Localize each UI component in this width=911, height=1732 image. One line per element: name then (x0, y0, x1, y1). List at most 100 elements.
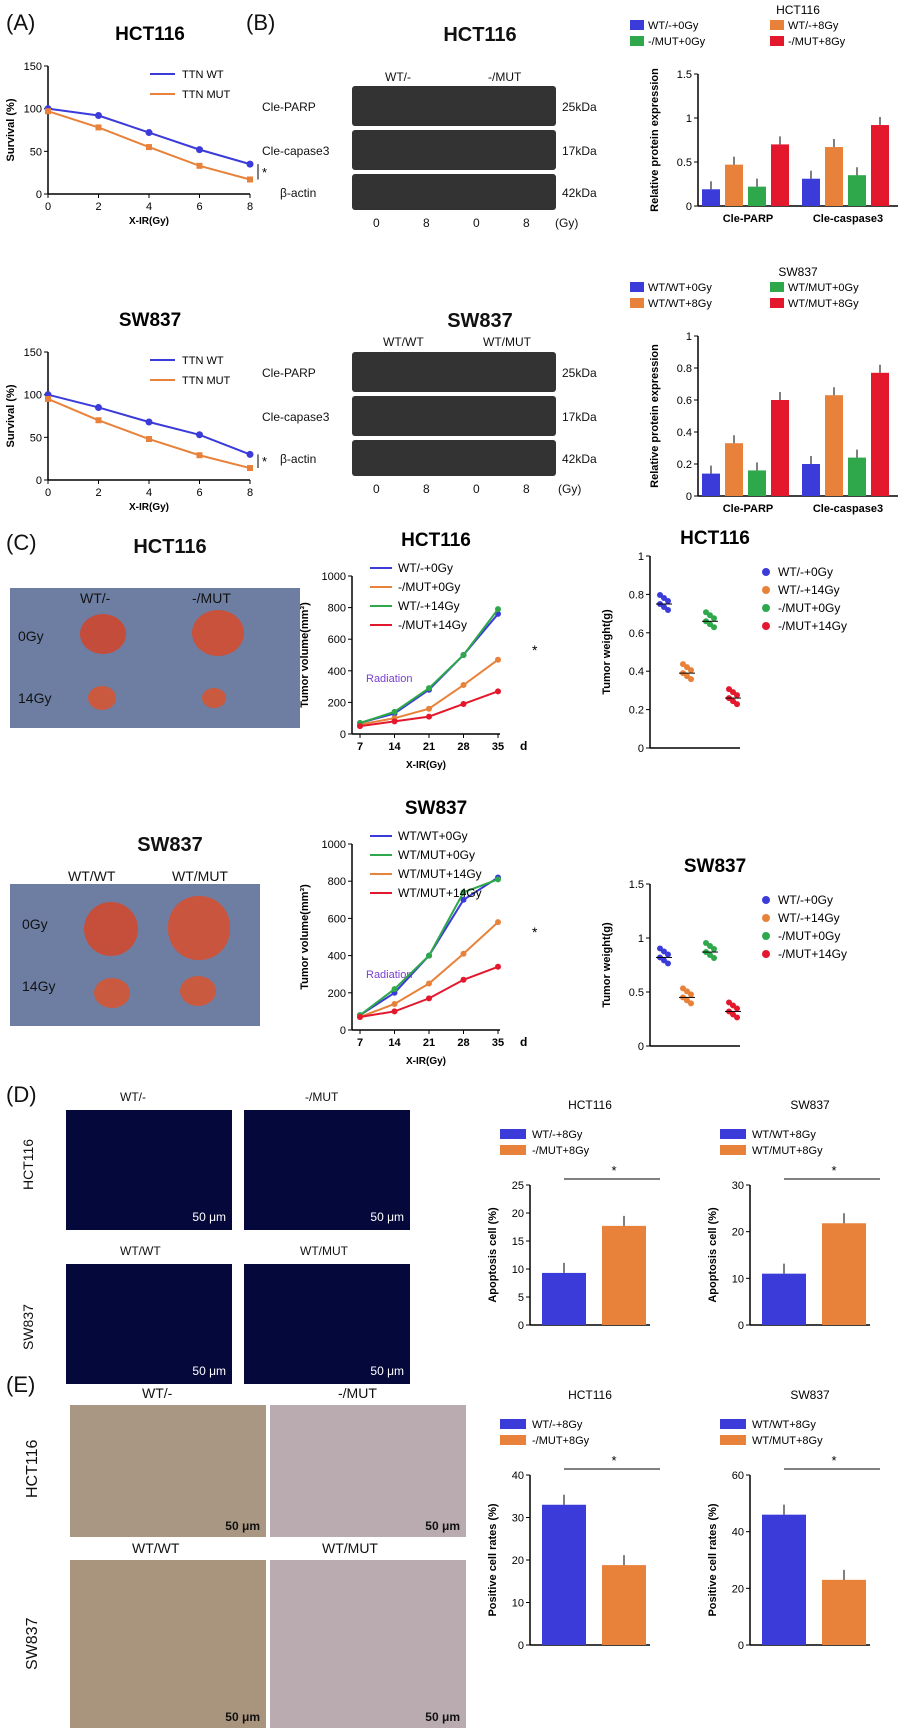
data-point (45, 108, 51, 115)
legend-swatch (500, 1129, 526, 1139)
bar (771, 400, 789, 496)
data-point (426, 995, 432, 1002)
y-tick-label: 150 (24, 347, 42, 359)
bar (802, 178, 820, 206)
y-tick-label: 0 (36, 475, 42, 487)
legend-swatch (762, 604, 770, 612)
legend-label: WT/-+14Gy (778, 911, 840, 925)
y-tick-label: 40 (732, 1527, 744, 1539)
legend-swatch (630, 282, 644, 292)
blot-kda: 25kDa (562, 100, 597, 114)
y-tick-label: 1 (638, 933, 644, 945)
data-point (711, 946, 717, 953)
xeno-group: WT/MUT (172, 868, 228, 884)
blot-unit: (Gy) (558, 482, 582, 496)
blot-row-label: β-actin (280, 186, 317, 200)
tumor (202, 688, 226, 708)
chart-title: SW837 (684, 856, 746, 877)
data-point (688, 991, 694, 998)
data-point (460, 976, 467, 983)
data-point (196, 431, 203, 439)
legend-swatch (500, 1419, 526, 1429)
y-tick-label: 1000 (322, 839, 346, 851)
legend-swatch (720, 1435, 746, 1445)
blot-band-actin (352, 174, 556, 210)
chart-title: HCT116 (115, 24, 185, 45)
xeno-group: -/MUT (192, 590, 231, 606)
data-point (146, 144, 152, 151)
significance-star: * (831, 1453, 836, 1468)
tumor-weight-chart-hct116: HCT116 0 0.2 0.4 0.6 0.8 1 Tumor weight(g) WT/-+… (601, 528, 847, 755)
fluorescence-image: 50 μm (66, 1264, 232, 1384)
scale-bar: 50 μm (225, 1519, 260, 1533)
xeno-title-hct116: HCT116 (133, 536, 207, 558)
legend-label: WT/MUT+8Gy (752, 1145, 823, 1157)
blot-row-label: β-actin (280, 452, 317, 466)
legend-swatch (762, 932, 770, 940)
y-tick-label: 0 (340, 729, 346, 741)
data-point (95, 403, 102, 411)
blot-row-label: Cle-PARP (262, 100, 316, 114)
xenograft-photo-hct116: WT/- -/MUT 0Gy 14Gy (10, 588, 300, 728)
fluor-col-label: WT/- (120, 1090, 146, 1104)
data-point (95, 417, 102, 424)
y-tick-label: 0 (518, 1320, 524, 1332)
y-axis-label: Survival (%) (5, 384, 17, 447)
blot-band-caspase3 (352, 396, 556, 436)
chart-title: SW837 (790, 1388, 830, 1402)
panel-label-a: (A) (6, 10, 36, 35)
y-tick-label: 20 (732, 1583, 744, 1595)
x-tick-label: 4 (146, 487, 152, 499)
data-point (711, 615, 717, 622)
y-tick-label: 0.4 (629, 666, 644, 678)
blot-band-caspase3 (352, 130, 556, 170)
data-point (146, 436, 152, 443)
legend-swatch (762, 568, 770, 576)
y-tick-label: 30 (512, 1513, 524, 1525)
series-line (47, 398, 251, 470)
data-point (391, 1000, 398, 1007)
scale-bar: 50 μm (192, 1210, 226, 1224)
y-tick-label: 20 (512, 1208, 524, 1220)
legend-swatch (630, 298, 644, 308)
y-tick-label: 0 (518, 1640, 524, 1652)
x-tick-label: 7 (357, 741, 363, 753)
data-point (95, 111, 102, 119)
bar (725, 164, 743, 206)
bar (702, 473, 720, 496)
x-tick-label: 2 (95, 487, 101, 499)
legend-label: WT/MUT+14Gy (398, 867, 482, 881)
protein-bar-chart-hct116: HCT116 WT/-+0Gy WT/-+8Gy -/MUT+0Gy -/MUT+8Gy… (630, 3, 898, 225)
legend-label: WT/-+14Gy (778, 583, 840, 597)
xenograft-photo-sw837: 0Gy 14Gy (10, 884, 260, 1026)
data-point (426, 952, 432, 959)
legend-label: TTN MUT (182, 89, 231, 101)
y-tick-label: 0.6 (677, 395, 692, 407)
bar (762, 1273, 806, 1325)
bar (848, 457, 866, 496)
blot-band-parp (352, 352, 556, 392)
data-point (391, 718, 398, 725)
significance-star: * (611, 1163, 616, 1178)
ihc-image: 50 μm (70, 1405, 266, 1537)
y-tick-label: 600 (328, 913, 346, 925)
data-point (495, 656, 501, 663)
y-tick-label: 10 (512, 1264, 524, 1276)
data-point (665, 951, 671, 958)
fluor-col-label: WT/WT (120, 1244, 161, 1258)
data-point (247, 176, 253, 183)
chart-title: SW837 (119, 310, 181, 331)
legend-label: TTN WT (182, 355, 224, 367)
y-tick-label: 30 (732, 1180, 744, 1192)
legend-label: WT/WT+0Gy (398, 829, 468, 843)
chart-title: HCT116 (776, 3, 820, 17)
y-tick-label: 200 (328, 697, 346, 709)
chart-title: SW837 (790, 1098, 830, 1112)
bar (825, 147, 843, 206)
significance-star: * (262, 454, 267, 469)
data-point (45, 395, 51, 402)
significance-star: * (532, 924, 538, 940)
tumor-weight-chart-sw837: SW837 0 0.5 1 1.5 Tumor weight(g) WT/-+0Gy WT/-… (601, 856, 847, 1053)
ihc-col-label: WT/WT (132, 1540, 180, 1556)
y-axis-label: Apoptosis cell (%) (487, 1207, 499, 1303)
